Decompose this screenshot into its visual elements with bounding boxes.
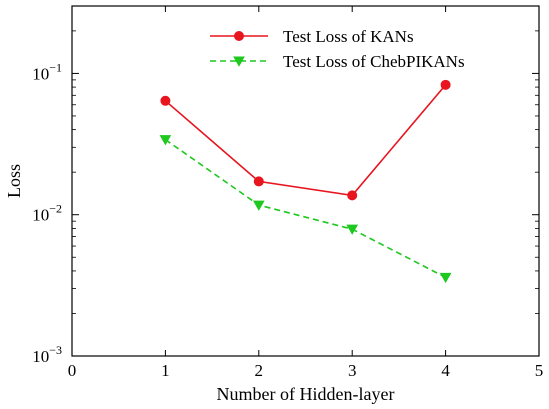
x-axis-label: Number of Hidden-layer	[217, 384, 395, 404]
series-1-point	[253, 176, 264, 187]
series-1-point	[440, 79, 451, 90]
axis-ticks: 0 1 2 3 4 5 10−3 10−2 10−1	[32, 6, 543, 380]
series-1-point	[347, 190, 358, 201]
plot-frame	[71, 5, 540, 357]
legend-marker-2	[233, 56, 245, 67]
series-2-point	[252, 200, 265, 211]
legend-label-1: Test Loss of KANs	[283, 27, 414, 46]
x-tick-label: 0	[68, 361, 77, 380]
y-tick-label: 10−1	[32, 60, 62, 83]
x-tick-label: 1	[161, 361, 170, 380]
x-tick-label: 5	[535, 361, 544, 380]
series-layer	[159, 79, 452, 284]
y-tick-label: 10−2	[32, 202, 62, 225]
series-2-point	[439, 272, 452, 284]
series-line-1	[164, 84, 447, 197]
legend: Test Loss of KANs Test Loss of ChebPIKANs	[210, 27, 465, 71]
legend-label-2: Test Loss of ChebPIKANs	[283, 52, 465, 71]
x-tick-label: 3	[348, 361, 357, 380]
series-2-point	[159, 135, 172, 146]
y-axis-label: Loss	[4, 164, 24, 198]
y-tick-label: 10−3	[32, 343, 62, 366]
series-2-point	[346, 224, 359, 235]
legend-marker-1	[234, 31, 244, 41]
x-tick-label: 2	[255, 361, 264, 380]
x-tick-label: 4	[441, 361, 450, 380]
series-line-2	[164, 138, 446, 279]
series-1-point	[160, 95, 171, 106]
